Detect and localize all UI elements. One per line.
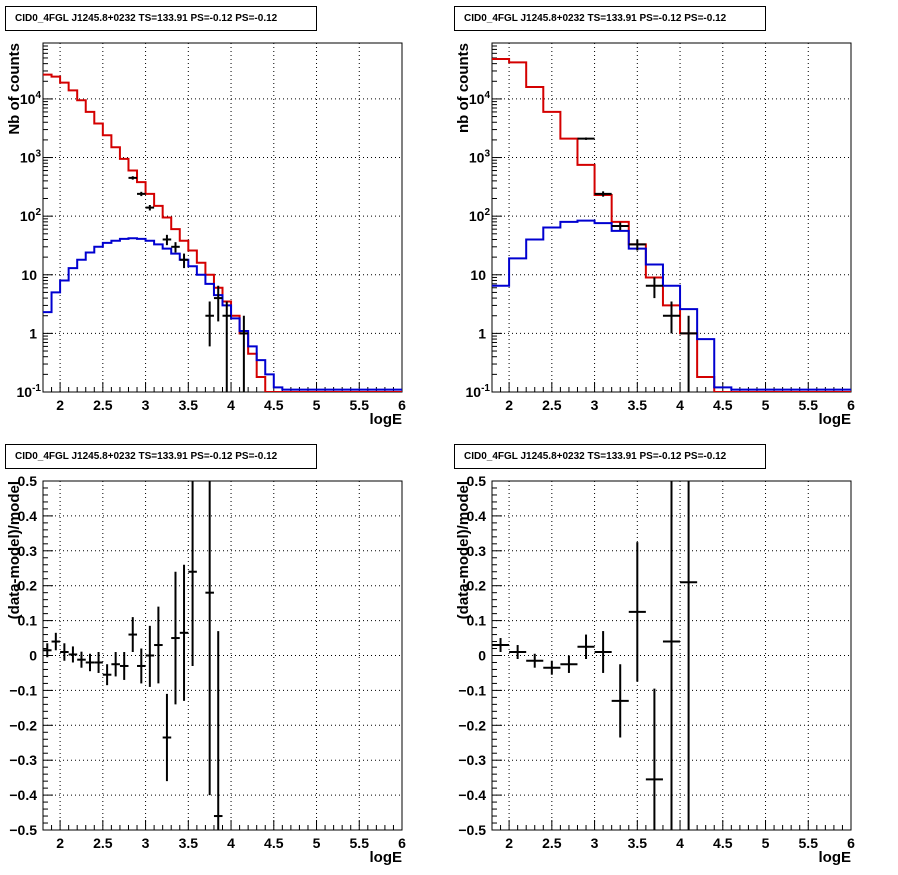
x-tick-label: 2.5 bbox=[542, 835, 562, 851]
x-tick-label: 3 bbox=[591, 835, 599, 851]
y-axis-title: Nb of counts bbox=[6, 43, 23, 135]
data-layer bbox=[43, 481, 223, 830]
plot-2: 2 2.5 3 3.5 4 4.5 5 5.5 6 10-1 1 10 102 103 104 logE nb … bbox=[455, 42, 855, 428]
y-tick-label: −0.2 bbox=[9, 717, 37, 733]
x-tick-label: 3 bbox=[591, 397, 599, 413]
x-tick-label: 6 bbox=[847, 835, 855, 851]
histogram-series-2 bbox=[492, 219, 851, 391]
plot-1: 2 2.5 3 3.5 4 4.5 5 5.5 6 10-1 1 10 102 103 104 logE Nb … bbox=[6, 42, 406, 428]
x-axis-title: logE bbox=[370, 411, 403, 428]
y-tick-label: 103 bbox=[469, 149, 491, 166]
data-layer bbox=[492, 481, 698, 830]
histogram-series-1 bbox=[43, 73, 402, 392]
x-tick-label: 4 bbox=[676, 835, 684, 851]
y-tick-label: 1 bbox=[478, 325, 486, 341]
y-axis-title: (data-model)/model bbox=[6, 481, 23, 619]
y-tick-label: 0.4 bbox=[18, 508, 38, 524]
y-tick-label: 102 bbox=[469, 207, 491, 224]
x-tick-label: 3.5 bbox=[628, 397, 648, 413]
x-tick-label: 2 bbox=[56, 835, 64, 851]
y-tick-label: 0 bbox=[29, 648, 37, 664]
x-tick-label: 4.5 bbox=[713, 835, 733, 851]
title-box-1: CID0_4FGL J1245.8+0232 TS=133.91 PS=-0.1… bbox=[5, 6, 317, 31]
x-tick-label: 5.5 bbox=[799, 397, 819, 413]
y-axis-title: nb of counts bbox=[455, 43, 472, 133]
x-tick-label: 5 bbox=[313, 397, 321, 413]
x-tick-label: 4 bbox=[676, 397, 684, 413]
histogram-series-2 bbox=[43, 237, 402, 391]
y-tick-label: 1 bbox=[29, 325, 37, 341]
y-tick-label: 0.1 bbox=[467, 613, 487, 629]
x-tick-label: 5 bbox=[762, 397, 770, 413]
x-tick-label: 3 bbox=[142, 397, 150, 413]
plot-3: 2 2.5 3 3.5 4 4.5 5 5.5 6 −0.5 −0.4 −0.3 −0.2 −0.1 0 0.… bbox=[6, 473, 406, 866]
x-tick-label: 6 bbox=[847, 397, 855, 413]
plot-frame bbox=[491, 42, 852, 393]
y-tick-label: −0.1 bbox=[458, 682, 486, 698]
x-tick-label: 5.5 bbox=[350, 835, 370, 851]
y-tick-label: −0.5 bbox=[458, 822, 486, 838]
title-box-3: CID0_4FGL J1245.8+0232 TS=133.91 PS=-0.1… bbox=[5, 444, 317, 469]
y-tick-label: 0.2 bbox=[467, 578, 487, 594]
x-tick-label: 2.5 bbox=[542, 397, 562, 413]
y-tick-label: 102 bbox=[20, 207, 42, 224]
plot-frame bbox=[42, 42, 403, 393]
x-tick-label: 5 bbox=[762, 835, 770, 851]
y-tick-label: −0.2 bbox=[458, 717, 486, 733]
x-tick-label: 3.5 bbox=[179, 397, 199, 413]
plot-4: 2 2.5 3 3.5 4 4.5 5 5.5 6 −0.5 −0.4 −0.3 −0.2 −0.1 0 0.… bbox=[455, 473, 855, 866]
x-tick-label: 2 bbox=[505, 397, 513, 413]
x-tick-label: 2.5 bbox=[93, 835, 113, 851]
histogram-series-1 bbox=[492, 58, 851, 392]
y-tick-label: 0 bbox=[478, 648, 486, 664]
y-tick-label: 104 bbox=[20, 90, 42, 107]
x-tick-label: 5.5 bbox=[350, 397, 370, 413]
x-tick-label: 2 bbox=[56, 397, 64, 413]
x-tick-label: 3.5 bbox=[179, 835, 199, 851]
plot-frame bbox=[42, 480, 403, 831]
y-tick-label: 10 bbox=[21, 267, 37, 283]
y-axis-title: (data-model)/model bbox=[455, 481, 472, 619]
x-tick-label: 4.5 bbox=[713, 397, 733, 413]
x-tick-label: 4 bbox=[227, 397, 235, 413]
y-tick-label: −0.4 bbox=[9, 787, 37, 803]
y-tick-label: 0.4 bbox=[467, 508, 487, 524]
y-tick-label: 10 bbox=[470, 267, 486, 283]
y-tick-label: −0.4 bbox=[458, 787, 486, 803]
x-tick-label: 6 bbox=[398, 835, 406, 851]
x-tick-label: 6 bbox=[398, 397, 406, 413]
y-tick-label: 0.5 bbox=[467, 473, 487, 489]
y-tick-label: 0.2 bbox=[18, 578, 38, 594]
x-tick-label: 2 bbox=[505, 835, 513, 851]
y-tick-label: 104 bbox=[469, 90, 491, 107]
x-tick-label: 4 bbox=[227, 835, 235, 851]
title-box-2: CID0_4FGL J1245.8+0232 TS=133.91 PS=-0.1… bbox=[454, 6, 766, 31]
x-tick-label: 4.5 bbox=[264, 397, 284, 413]
x-tick-label: 5.5 bbox=[799, 835, 819, 851]
data-layer bbox=[43, 73, 402, 392]
y-tick-label: 10-1 bbox=[466, 383, 491, 400]
y-tick-label: 0.1 bbox=[18, 613, 38, 629]
x-tick-label: 5 bbox=[313, 835, 321, 851]
title-box-4: CID0_4FGL J1245.8+0232 TS=133.91 PS=-0.1… bbox=[454, 444, 766, 469]
y-tick-label: −0.1 bbox=[9, 682, 37, 698]
y-tick-label: −0.5 bbox=[9, 822, 37, 838]
y-tick-label: 10-1 bbox=[17, 383, 42, 400]
x-axis-title: logE bbox=[819, 411, 852, 428]
y-tick-label: 103 bbox=[20, 149, 42, 166]
y-tick-label: 0.3 bbox=[467, 543, 487, 559]
data-layer bbox=[492, 58, 851, 392]
x-tick-label: 4.5 bbox=[264, 835, 284, 851]
y-tick-label: −0.3 bbox=[9, 752, 37, 768]
y-tick-label: 0.5 bbox=[18, 473, 38, 489]
x-tick-label: 3 bbox=[142, 835, 150, 851]
y-tick-label: 0.3 bbox=[18, 543, 38, 559]
x-axis-title: logE bbox=[819, 849, 852, 866]
x-tick-label: 3.5 bbox=[628, 835, 648, 851]
y-tick-label: −0.3 bbox=[458, 752, 486, 768]
x-axis-title: logE bbox=[370, 849, 403, 866]
x-tick-label: 2.5 bbox=[93, 397, 113, 413]
